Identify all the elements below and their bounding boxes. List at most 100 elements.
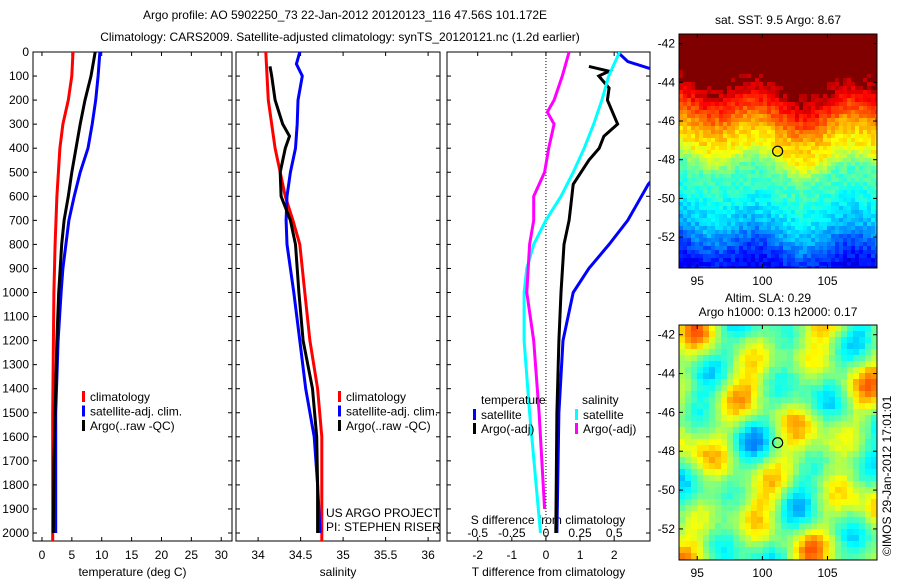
heatmap-cell xyxy=(763,234,767,238)
heatmap-cell xyxy=(853,529,859,535)
heatmap-cell xyxy=(687,178,691,182)
heatmap-cell xyxy=(771,114,775,118)
heatmap-cell xyxy=(793,403,799,409)
heatmap-cell xyxy=(679,343,685,349)
y-tick-label: 1000 xyxy=(2,286,29,300)
heatmap-cell xyxy=(751,258,755,262)
heatmap-cell xyxy=(871,230,875,234)
heatmap-cell xyxy=(731,238,735,242)
heatmap-cell xyxy=(851,82,855,86)
heatmap-cell xyxy=(871,262,875,266)
heatmap-cell xyxy=(719,142,723,146)
heatmap-cell xyxy=(823,266,827,268)
heatmap-cell xyxy=(759,50,763,54)
heatmap-cell xyxy=(839,102,843,106)
heatmap-cell xyxy=(835,463,841,469)
heatmap-cell xyxy=(751,162,755,166)
heatmap-cell xyxy=(803,170,807,174)
heatmap-cell xyxy=(759,214,763,218)
heatmap-cell xyxy=(715,331,721,337)
heatmap-cell xyxy=(783,94,787,98)
heatmap-cell xyxy=(715,154,719,158)
heatmap-cell xyxy=(867,234,871,238)
heatmap-cell xyxy=(781,451,787,457)
heatmap-cell xyxy=(775,222,779,226)
heatmap-cell xyxy=(819,118,823,122)
heatmap-cell xyxy=(791,174,795,178)
heatmap-cell xyxy=(757,505,763,511)
heatmap-cell xyxy=(711,106,715,110)
heatmap-cell xyxy=(787,82,791,86)
heatmap-cell xyxy=(743,54,747,58)
heatmap-cell xyxy=(843,126,847,130)
heatmap-cell xyxy=(715,523,721,529)
heatmap-cell xyxy=(683,134,687,138)
y-tick-label: 1300 xyxy=(2,358,29,372)
heatmap-cell xyxy=(847,355,853,361)
heatmap-cell xyxy=(855,178,859,182)
heatmap-cell xyxy=(807,242,811,246)
heatmap-cell xyxy=(793,493,799,499)
heatmap-cell xyxy=(769,535,775,541)
heatmap-cell xyxy=(739,126,743,130)
heatmap-cell xyxy=(751,62,755,66)
heatmap-cell xyxy=(863,90,867,94)
heatmap-cell xyxy=(843,218,847,222)
heatmap-cell xyxy=(745,439,751,445)
heatmap-cell xyxy=(793,409,799,415)
heatmap-cell xyxy=(691,82,695,86)
heatmap-cell xyxy=(687,78,691,82)
heatmap-cell xyxy=(835,415,841,421)
heatmap-cell xyxy=(715,373,721,379)
heatmap-cell xyxy=(843,258,847,262)
heatmap-cell xyxy=(739,66,743,70)
heatmap-cell xyxy=(835,349,841,355)
heatmap-cell xyxy=(679,529,685,535)
heatmap-cell xyxy=(699,42,703,46)
heatmap-cell xyxy=(805,463,811,469)
heatmap-cell xyxy=(851,126,855,130)
heatmap-cell xyxy=(721,439,727,445)
heatmap-cell xyxy=(739,50,743,54)
heatmap-cell xyxy=(685,391,691,397)
heatmap-cell xyxy=(771,254,775,258)
heatmap-cell xyxy=(699,250,703,254)
heatmap-cell xyxy=(803,74,807,78)
heatmap-cell xyxy=(769,427,775,433)
heatmap-cell xyxy=(787,481,793,487)
heatmap-cell xyxy=(715,50,719,54)
heatmap-cell xyxy=(699,210,703,214)
legend-label: climatology xyxy=(346,390,406,404)
heatmap-cell xyxy=(839,106,843,110)
heatmap-cell xyxy=(855,102,859,106)
heatmap-cell xyxy=(863,246,867,250)
heatmap-cell xyxy=(815,162,819,166)
heatmap-cell xyxy=(735,186,739,190)
heatmap-cell xyxy=(707,198,711,202)
figure-title-line2: Climatology: CARS2009. Satellite-adjuste… xyxy=(100,30,580,44)
heatmap-cell xyxy=(841,523,847,529)
heatmap-cell xyxy=(803,234,807,238)
heatmap-cell xyxy=(699,230,703,234)
heatmap-cell xyxy=(871,110,875,114)
heatmap-cell xyxy=(715,234,719,238)
heatmap-cell xyxy=(791,182,795,186)
heatmap-cell xyxy=(811,206,815,210)
heatmap-cell xyxy=(803,34,807,38)
heatmap-cell xyxy=(803,258,807,262)
heatmap-cell xyxy=(719,82,723,86)
heatmap-cell xyxy=(835,106,839,110)
heatmap-cell xyxy=(743,146,747,150)
heatmap-cell xyxy=(731,130,735,134)
heatmap-cell xyxy=(759,254,763,258)
heatmap-cell xyxy=(835,34,839,38)
heatmap-cell xyxy=(755,178,759,182)
heatmap-cell xyxy=(871,178,875,182)
x-tick-label: 2 xyxy=(611,548,618,562)
heatmap-cell xyxy=(831,118,835,122)
heatmap-cell xyxy=(743,50,747,54)
heatmap-cell xyxy=(863,202,867,206)
heatmap-cell xyxy=(859,46,863,50)
heatmap-cell xyxy=(739,230,743,234)
x-tick-label: 95 xyxy=(691,274,705,288)
